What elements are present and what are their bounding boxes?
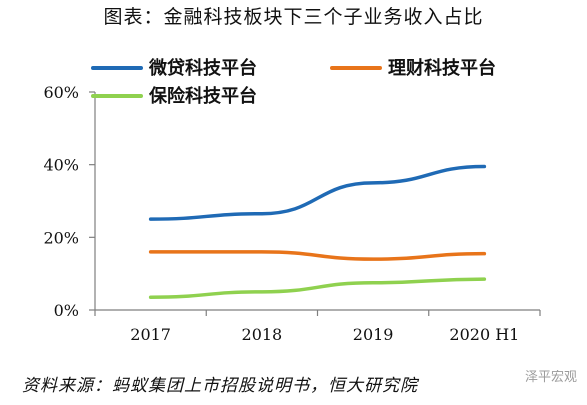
series-line-2 bbox=[148, 250, 487, 261]
source-note: 资料来源：蚂蚁集团上市招股说明书，恒大研究院 bbox=[22, 376, 418, 396]
watermark: 泽平宏观 bbox=[524, 370, 577, 385]
legend-label-3: 保险科技平台 bbox=[148, 85, 257, 107]
x-tick-label: 2018 bbox=[242, 325, 283, 344]
y-tick-label: 20% bbox=[43, 228, 79, 247]
chart-axes: 0% 20% 40% 60% 2017 2018 2019 2020 H1 bbox=[43, 83, 541, 344]
legend-label-2: 理财科技平台 bbox=[388, 57, 496, 79]
series-line-1 bbox=[148, 164, 487, 221]
series-line-3 bbox=[148, 277, 487, 300]
y-tick-label: 40% bbox=[43, 156, 79, 175]
x-tick-label: 2017 bbox=[130, 325, 171, 344]
y-tick-label: 60% bbox=[43, 83, 79, 102]
chart-series-layer bbox=[148, 164, 487, 300]
y-tick-label: 0% bbox=[54, 301, 79, 320]
x-tick-label: 2019 bbox=[353, 325, 394, 344]
legend-label-1: 微贷科技平台 bbox=[148, 57, 257, 79]
chart-title: 图表：金融科技板块下三个子业务收入占比 bbox=[103, 6, 484, 28]
x-tick-label: 2020 H1 bbox=[449, 325, 519, 344]
